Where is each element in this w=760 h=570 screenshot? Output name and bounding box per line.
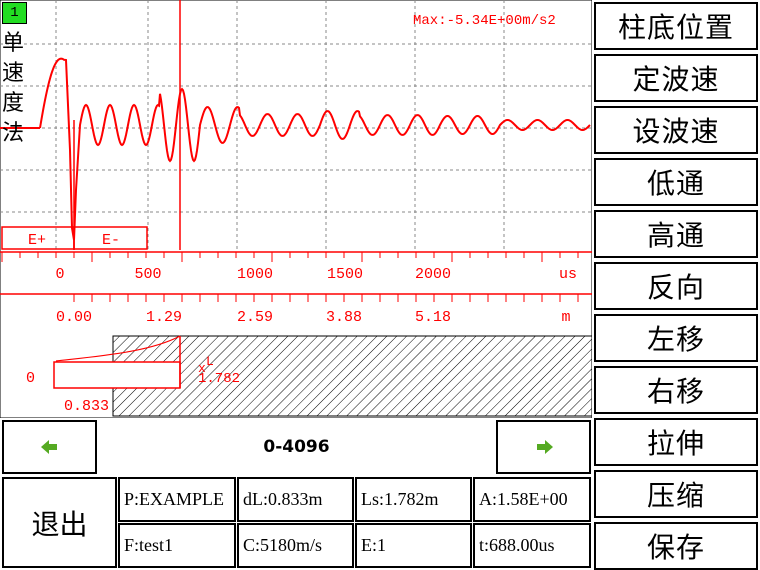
info-file[interactable]: F:test1 (118, 523, 236, 568)
info-wave-speed[interactable]: C:5180m/s (237, 523, 354, 568)
channel-tag[interactable]: 1 (2, 2, 27, 24)
info-project[interactable]: P:EXAMPLE (118, 477, 236, 522)
pile-bottom-position-button[interactable]: 柱底位置 (594, 2, 758, 50)
depth-tick-2: 2.59 (237, 309, 273, 326)
time-tick-2000: 2000 (415, 266, 451, 283)
profile-curve (55, 335, 181, 362)
depth-tick-3: 3.88 (326, 309, 362, 326)
max-readout: Max:-5.34E+00m/s2 (413, 13, 556, 29)
info-dl[interactable]: dL:0.833m (237, 477, 354, 522)
time-tick-1500: 1500 (327, 266, 363, 283)
info-time[interactable]: t:688.00us (473, 523, 591, 568)
profile-dl: 0.833 (64, 398, 109, 415)
info-e[interactable]: E:1 (355, 523, 472, 568)
range-label: 0-4096 (263, 437, 330, 457)
fix-wave-speed-button[interactable]: 定波速 (594, 54, 758, 102)
profile-l-value: 1.782 (198, 371, 240, 387)
waveform-trace (39, 57, 591, 241)
e-plus-label: E+ (28, 232, 46, 249)
profile-zero: 0 (26, 370, 35, 387)
compress-button[interactable]: 压缩 (594, 470, 758, 518)
shift-left-button[interactable]: 左移 (594, 314, 758, 362)
set-wave-speed-button[interactable]: 设波速 (594, 106, 758, 154)
soil-hatch (112, 335, 592, 417)
depth-tick-4: 5.18 (415, 309, 451, 326)
time-tick-0: 0 (55, 266, 64, 283)
stretch-button[interactable]: 拉伸 (594, 418, 758, 466)
time-tick-500: 500 (134, 266, 161, 283)
info-ls[interactable]: Ls:1.782m (355, 477, 472, 522)
reverse-button[interactable]: 反向 (594, 262, 758, 310)
save-button[interactable]: 保存 (594, 522, 758, 570)
method-char-2: 速 (2, 61, 25, 86)
depth-tick-1: 1.29 (146, 309, 182, 326)
waveform-plot[interactable]: E+ E- Max:-5.34E+00m/s2 500 0 1000 1500 … (0, 0, 592, 418)
scroll-left-button[interactable] (2, 420, 97, 474)
high-pass-button[interactable]: 高通 (594, 210, 758, 258)
time-axis-ticks (1, 252, 579, 262)
depth-axis-ticks (73, 294, 579, 302)
time-tick-1000: 1000 (237, 266, 273, 283)
method-char-3: 度 (2, 91, 25, 116)
pile-body (53, 361, 181, 389)
exit-button[interactable]: 退出 (2, 477, 117, 568)
method-char-1: 单 (2, 31, 25, 56)
time-axis-unit: us (559, 266, 577, 283)
e-minus-box (73, 226, 148, 250)
scroll-right-button[interactable] (496, 420, 591, 474)
info-amplitude[interactable]: A:1.58E+00 (473, 477, 591, 522)
shift-right-button[interactable]: 右移 (594, 366, 758, 414)
low-pass-button[interactable]: 低通 (594, 158, 758, 206)
depth-axis-unit: m (561, 309, 570, 326)
e-minus-label: E- (102, 232, 120, 249)
arrow-right-icon (536, 440, 553, 454)
grid (0, 0, 592, 250)
profile-l-label: L (206, 354, 214, 369)
profile-x-label: x (198, 361, 206, 376)
arrow-left-icon (40, 440, 57, 454)
method-char-4: 法 (2, 121, 25, 146)
depth-tick-0: 0.00 (56, 309, 92, 326)
